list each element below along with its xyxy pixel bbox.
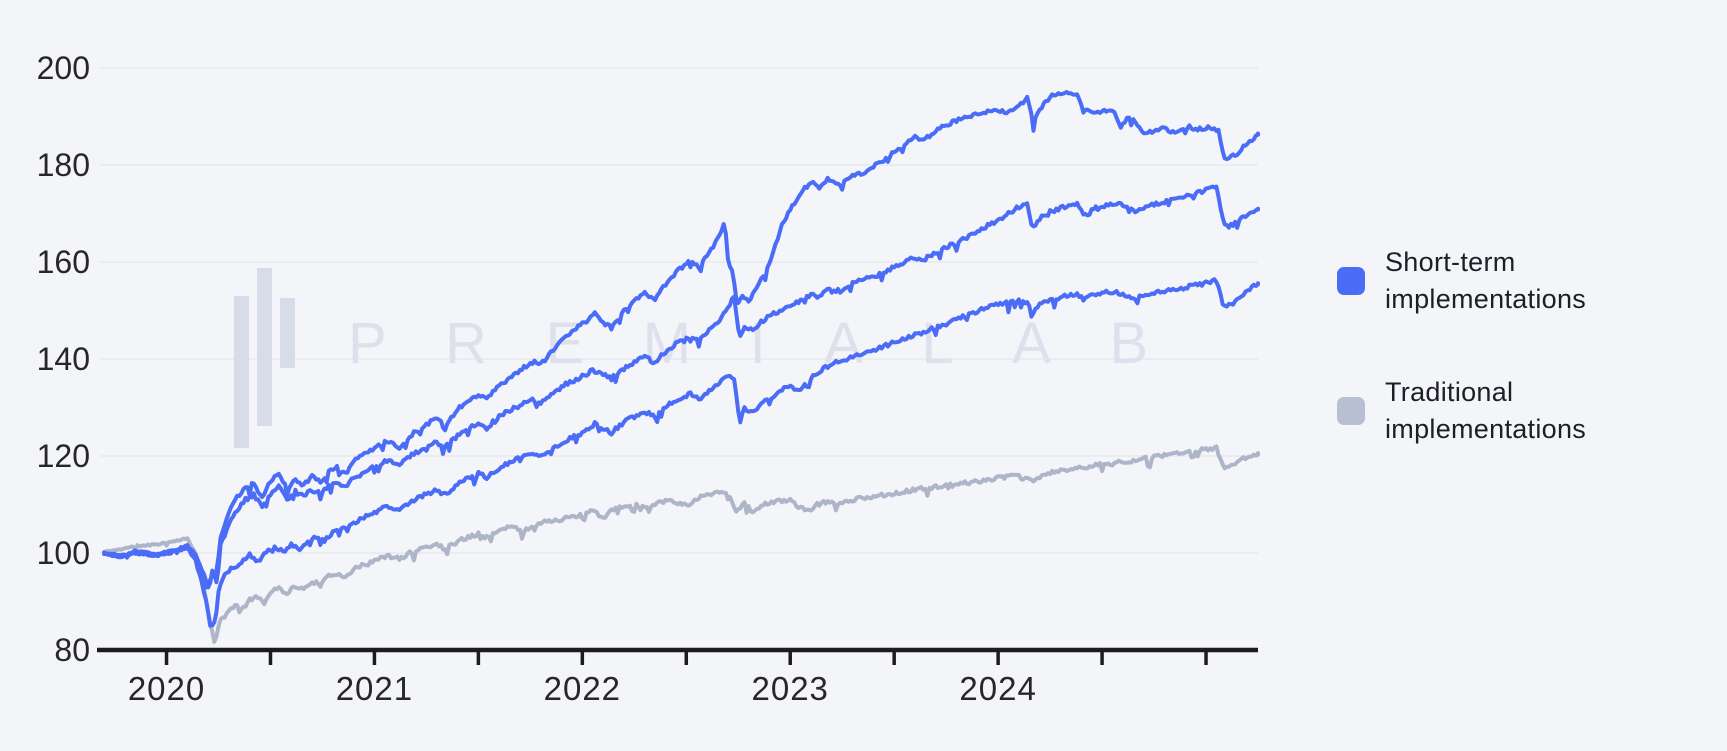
legend-item-short-term[interactable]: Short-term implementations [1337,244,1597,318]
x-tick-label: 2021 [336,670,413,707]
x-tick-label: 2022 [544,670,621,707]
logo-bar-icon [234,296,249,448]
series-line-4 [102,90,1260,590]
y-tick-label: 140 [37,341,90,377]
x-tick-label: 2020 [128,670,205,707]
legend-swatch-short-term-icon [1337,267,1365,295]
y-tick-label: 180 [37,147,90,183]
y-tick-label: 120 [37,438,90,474]
legend-swatch-traditional-icon [1337,397,1365,425]
premialab-watermark: PREMIALAB [234,268,1148,448]
x-axis [97,647,1258,665]
series-lines [102,90,1260,644]
series-line-1 [102,444,1260,644]
legend-item-traditional[interactable]: Traditional implementations [1337,374,1597,448]
y-axis-tick-labels: 80 100 120 140 160 180 200 [37,50,90,668]
y-tick-label: 200 [37,50,90,86]
series-line-2 [102,277,1260,628]
x-tick-label: 2023 [752,670,829,707]
x-tick-label: 2024 [959,670,1036,707]
legend-label-short-term: Short-term implementations [1385,247,1587,314]
y-tick-label: 160 [37,244,90,280]
legend-label-traditional: Traditional implementations [1385,377,1587,444]
x-axis-tick-labels: 2020 2021 2022 2023 2024 [128,670,1036,707]
logo-bar-icon [280,298,295,368]
y-tick-label: 100 [37,535,90,571]
logo-bar-icon [257,268,272,426]
series-line-3 [102,184,1260,590]
legend: Short-term implementations Traditional i… [1337,244,1597,448]
watermark-text: PREMIALAB [348,311,1148,376]
y-tick-label: 80 [54,632,90,668]
